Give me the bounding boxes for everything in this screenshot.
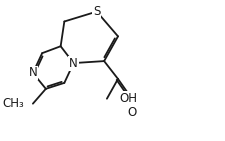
Text: OH: OH: [119, 92, 137, 105]
Text: N: N: [28, 66, 37, 80]
Text: S: S: [93, 5, 100, 18]
Text: CH₃: CH₃: [2, 97, 24, 110]
Text: N: N: [69, 57, 78, 70]
Text: O: O: [127, 106, 136, 119]
